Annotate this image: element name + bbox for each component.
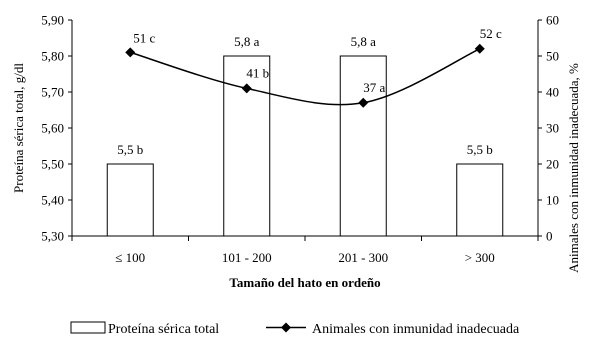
right-tick-label: 60 bbox=[546, 13, 559, 28]
left-axis-ticks: 5,30 5,40 5,50 5,60 5,70 5,80 5,90 bbox=[41, 13, 72, 244]
right-tick-label: 10 bbox=[546, 193, 559, 208]
data-labels: 5,5 b 5,8 a 5,8 a 5,5 b 51 c 41 b 37 a 52 c bbox=[117, 26, 502, 157]
legend: Proteína sérica total Animales con inmun… bbox=[70, 321, 520, 337]
left-tick-label: 5,70 bbox=[41, 85, 64, 100]
y2-axis-title: Animales con inmunidad inadecuada, % bbox=[566, 63, 581, 273]
line-point bbox=[241, 83, 252, 94]
bar bbox=[339, 55, 387, 237]
x-tick-label: > 300 bbox=[465, 250, 495, 265]
bar-value-label: 5,8 a bbox=[234, 34, 260, 49]
bar bbox=[223, 55, 271, 237]
right-tick-label: 40 bbox=[546, 85, 559, 100]
left-tick-label: 5,80 bbox=[41, 49, 64, 64]
legend-bar-swatch bbox=[70, 321, 106, 334]
line-series bbox=[125, 43, 485, 108]
line-value-label: 37 a bbox=[363, 80, 385, 95]
x-tick-label: 101 - 200 bbox=[222, 250, 272, 265]
left-tick-label: 5,40 bbox=[41, 193, 64, 208]
bar-value-label: 5,5 b bbox=[467, 142, 493, 157]
left-tick-label: 5,30 bbox=[41, 229, 64, 244]
left-tick-label: 5,50 bbox=[41, 157, 64, 172]
right-tick-label: 30 bbox=[546, 121, 559, 136]
bar bbox=[456, 163, 504, 237]
x-axis-ticks: ≤ 100 101 - 200 201 - 300 > 300 bbox=[71, 236, 539, 265]
bar-value-label: 5,8 a bbox=[351, 34, 377, 49]
x-tick-label: ≤ 100 bbox=[115, 250, 145, 265]
bar bbox=[106, 163, 154, 237]
legend-diamond-marker bbox=[281, 322, 291, 333]
line-value-label: 52 c bbox=[480, 26, 502, 41]
bar-series bbox=[106, 55, 504, 237]
line-point bbox=[125, 47, 136, 58]
right-tick-label: 50 bbox=[546, 49, 559, 64]
line-value-label: 41 b bbox=[246, 65, 269, 80]
x-tick-label: 201 - 300 bbox=[338, 250, 388, 265]
legend-bar-label: Proteína sérica total bbox=[108, 322, 219, 337]
line-point bbox=[474, 43, 485, 54]
y-axis-title: Proteína sérica total, g/dl bbox=[11, 63, 26, 193]
right-tick-label: 20 bbox=[546, 157, 559, 172]
x-axis-title: Tamaño del hato en ordeño bbox=[229, 275, 380, 290]
left-tick-label: 5,90 bbox=[41, 13, 64, 28]
bar-value-label: 5,5 b bbox=[117, 142, 143, 157]
right-axis-ticks: 0 10 20 30 40 50 60 bbox=[538, 13, 559, 244]
line-point bbox=[358, 97, 369, 108]
line-path bbox=[130, 48, 481, 106]
legend-line-label: Animales con inmunidad inadecuada bbox=[312, 322, 520, 337]
right-tick-label: 0 bbox=[546, 229, 553, 244]
line-value-label: 51 c bbox=[133, 30, 155, 45]
left-tick-label: 5,60 bbox=[41, 121, 64, 136]
